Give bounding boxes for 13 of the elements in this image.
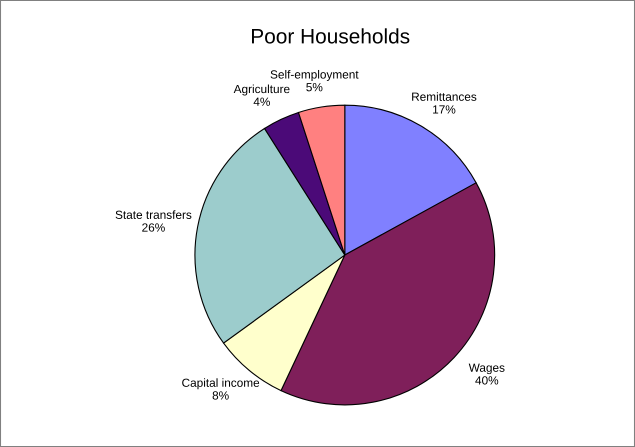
data-label: 26% [142,223,165,232]
data-label: 17% [433,105,456,114]
slice-label: Wages [468,364,505,374]
slice-label: Remittances [412,92,476,101]
slice-label: Self-employment [270,70,359,81]
slice-label: Agriculture [234,84,290,96]
slice-label: Capital income [182,378,260,390]
data-label: 4% [254,98,270,106]
data-label: 8% [212,391,229,400]
data-label: 5% [306,83,322,92]
chart-title: Poor Households [252,28,410,44]
slice-label: State transfers [116,210,192,219]
data-label: 40% [475,376,498,385]
